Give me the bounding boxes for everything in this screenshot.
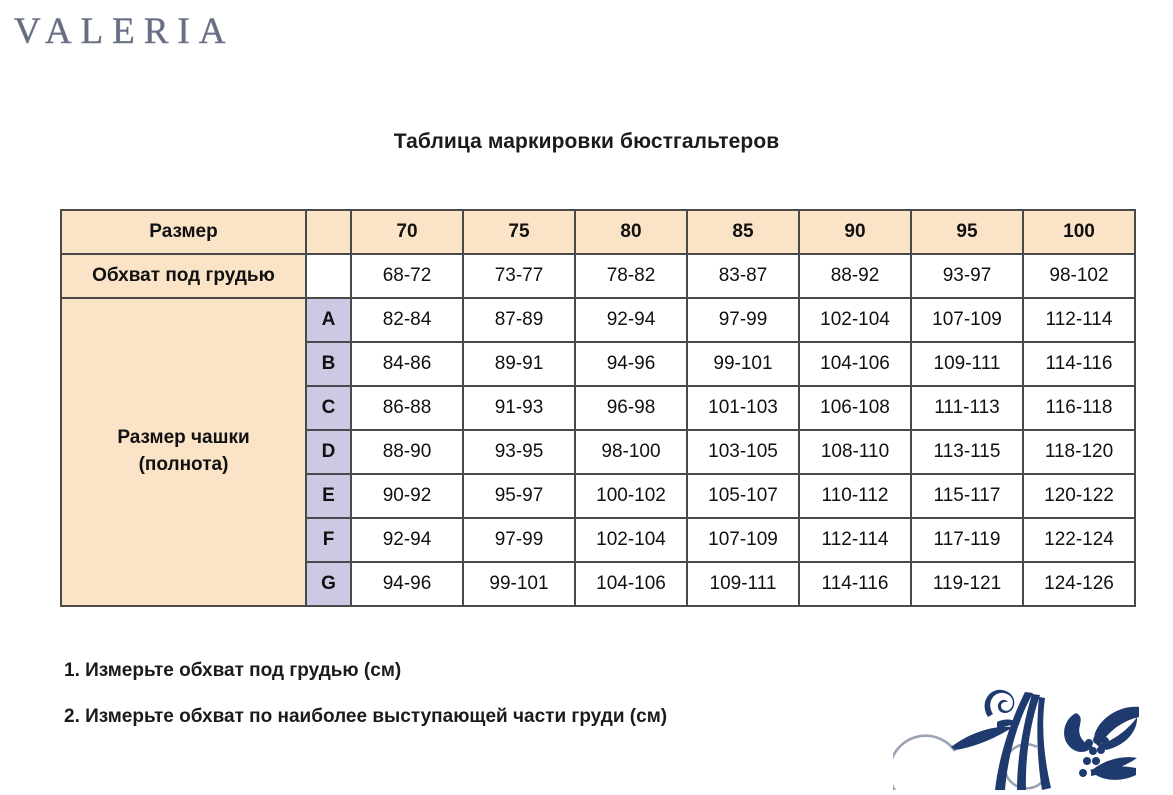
cup-c-size-75: 91-93 (462, 385, 576, 431)
cup-row: E 90-92 95-97 100-102 105-107 110-112 115-117 1… (61, 473, 1136, 519)
cup-c-size-95: 111-113 (910, 385, 1024, 431)
instruction-item-1: 1. Измерьте обхват под грудью (см) (64, 660, 402, 681)
table-header-row: Размер 70 75 80 85 90 95 100 (60, 209, 1136, 255)
cup-a-size-80: 92-94 (574, 297, 688, 343)
cup-b-size-75: 89-91 (462, 341, 576, 387)
cup-letter-a: A (305, 297, 352, 343)
cup-d-size-75: 93-95 (462, 429, 576, 475)
header-size-70: 70 (350, 209, 464, 255)
floral-swirl-ornament (888, 665, 1173, 795)
cup-f-size-100: 122-124 (1022, 517, 1136, 563)
cup-e-size-80: 100-102 (574, 473, 688, 519)
cup-d-size-90: 108-110 (798, 429, 912, 475)
cup-d-size-85: 103-105 (686, 429, 800, 475)
cup-e-size-75: 95-97 (462, 473, 576, 519)
cup-d-size-70: 88-90 (350, 429, 464, 475)
cup-b-size-85: 99-101 (686, 341, 800, 387)
cup-c-size-100: 116-118 (1022, 385, 1136, 431)
cup-c-size-85: 101-103 (686, 385, 800, 431)
cup-f-size-90: 112-114 (798, 517, 912, 563)
cup-letter-e: E (305, 473, 352, 519)
cup-letter-c: C (305, 385, 352, 431)
underbust-value-85: 83-87 (686, 253, 800, 299)
cup-d-size-95: 113-115 (910, 429, 1024, 475)
underbust-value-80: 78-82 (574, 253, 688, 299)
cup-f-size-85: 107-109 (686, 517, 800, 563)
cup-letter-f: F (305, 517, 352, 563)
cup-g-size-90: 114-116 (798, 561, 912, 607)
underbust-value-100: 98-102 (1022, 253, 1136, 299)
cup-c-size-70: 86-88 (350, 385, 464, 431)
cup-letter-b: B (305, 341, 352, 387)
cup-a-size-100: 112-114 (1022, 297, 1136, 343)
cup-e-size-70: 90-92 (350, 473, 464, 519)
page-title: Таблица маркировки бюстгальтеров (393, 130, 780, 153)
header-size-75: 75 (462, 209, 576, 255)
header-size-80: 80 (574, 209, 688, 255)
cup-e-size-90: 110-112 (798, 473, 912, 519)
underbust-value-95: 93-97 (910, 253, 1024, 299)
cup-a-size-75: 87-89 (462, 297, 576, 343)
cup-g-size-70: 94-96 (350, 561, 464, 607)
cup-a-size-90: 102-104 (798, 297, 912, 343)
cup-row: G 94-96 99-101 104-106 109-111 114-116 119-121… (61, 561, 1136, 607)
bra-size-table: Размер 70 75 80 85 90 95 100 Обхват под … (60, 209, 1136, 607)
size-table-container: Размер 70 75 80 85 90 95 100 Обхват под … (60, 209, 1136, 607)
underbust-label: Обхват под грудью (60, 253, 307, 299)
cup-row: C 86-88 91-93 96-98 101-103 106-108 111-113 116… (61, 385, 1136, 431)
underbust-cup-column-blank (305, 253, 352, 299)
cup-g-size-85: 109-111 (686, 561, 800, 607)
cup-a-size-85: 97-99 (686, 297, 800, 343)
cup-b-size-80: 94-96 (574, 341, 688, 387)
instruction-item-2: 2. Измерьте обхват по наиболее выступающ… (64, 706, 668, 727)
cup-c-size-90: 106-108 (798, 385, 912, 431)
cup-e-size-100: 120-122 (1022, 473, 1136, 519)
cup-b-size-90: 104-106 (798, 341, 912, 387)
cup-row: D 88-90 93-95 98-100 103-105 108-110 113-115 11… (61, 429, 1136, 475)
cup-d-size-80: 98-100 (574, 429, 688, 475)
underbust-row: Обхват под грудью 68-72 73-77 78-82 83-8… (60, 253, 1136, 299)
cup-g-size-75: 99-101 (462, 561, 576, 607)
underbust-value-70: 68-72 (350, 253, 464, 299)
cup-b-size-100: 114-116 (1022, 341, 1136, 387)
cup-f-size-75: 97-99 (462, 517, 576, 563)
cup-size-label-line-2: (полнота) (138, 454, 229, 475)
cup-f-size-80: 102-104 (574, 517, 688, 563)
header-size-90: 90 (798, 209, 912, 255)
cup-b-size-95: 109-111 (910, 341, 1024, 387)
cup-a-size-70: 82-84 (350, 297, 464, 343)
instructions-list: 1. Измерьте обхват под грудью (см) 2. Из… (64, 660, 924, 752)
cup-g-size-100: 124-126 (1022, 561, 1136, 607)
cup-row: F 92-94 97-99 102-104 107-109 112-114 117-119 1… (61, 517, 1136, 563)
underbust-value-90: 88-92 (798, 253, 912, 299)
header-size-85: 85 (686, 209, 800, 255)
cup-a-size-95: 107-109 (910, 297, 1024, 343)
cup-size-label-line-1: Размер чашки (117, 427, 250, 449)
cup-g-size-80: 104-106 (574, 561, 688, 607)
header-cup-column-blank (305, 209, 352, 255)
underbust-value-75: 73-77 (462, 253, 576, 299)
cup-row: Размер чашки (полнота) A 82-84 87-89 92-94 97-… (60, 297, 1136, 607)
brand-logo: VALERIA (14, 11, 235, 52)
cup-c-size-80: 96-98 (574, 385, 688, 431)
cup-f-size-70: 92-94 (350, 517, 464, 563)
cup-f-size-95: 117-119 (910, 517, 1024, 563)
cup-g-size-95: 119-121 (910, 561, 1024, 607)
cup-b-size-70: 84-86 (350, 341, 464, 387)
cup-letter-g: G (305, 561, 352, 607)
header-label-size: Размер (60, 209, 307, 255)
cup-size-section-label: Размер чашки (полнота) (60, 297, 307, 607)
header-size-95: 95 (910, 209, 1024, 255)
cup-e-size-95: 115-117 (910, 473, 1024, 519)
cup-letter-d: D (305, 429, 352, 475)
cup-d-size-100: 118-120 (1022, 429, 1136, 475)
cup-e-size-85: 105-107 (686, 473, 800, 519)
header-size-100: 100 (1022, 209, 1136, 255)
cup-row: B 84-86 89-91 94-96 99-101 104-106 109-111 114-… (61, 341, 1136, 387)
